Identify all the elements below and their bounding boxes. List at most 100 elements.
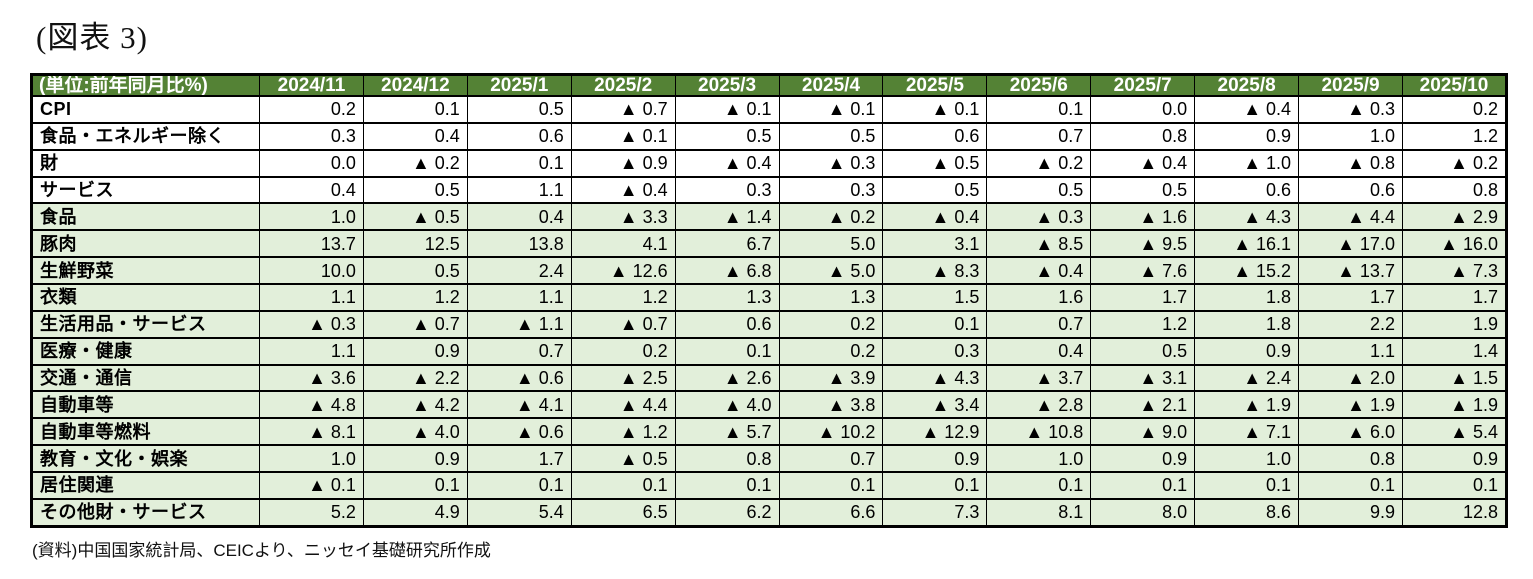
value-cell: 1.4 [1401, 336, 1508, 366]
value-cell: 0.7 [986, 309, 1092, 339]
value-cell: ▲ 0.3 [986, 202, 1092, 232]
value-cell: ▲ 4.3 [1194, 202, 1300, 232]
value-cell: 0.1 [1298, 471, 1403, 500]
month-header-cell: 2025/1 [466, 73, 572, 97]
value-cell: 1.7 [1298, 283, 1403, 312]
value-cell: 5.0 [778, 229, 884, 259]
value-cell: ▲ 1.9 [1194, 390, 1300, 420]
value-cell: 1.3 [778, 283, 884, 312]
value-cell: 0.9 [1194, 121, 1300, 151]
row-label-cell: 食品・エネルギー除く [31, 121, 260, 151]
table-row: 生鮮野菜 10.0 0.5 2.4 ▲ 12.6 ▲ 6.8 ▲ 5.0 ▲ 8.3 ▲ 0.4… [31, 256, 1508, 286]
value-cell: 4.1 [570, 229, 676, 259]
value-cell: 0.3 [674, 175, 780, 205]
value-cell: ▲ 0.1 [778, 95, 884, 124]
value-cell: 1.7 [466, 444, 572, 474]
value-cell: ▲ 0.1 [259, 471, 364, 500]
value-cell: 0.7 [986, 121, 1092, 151]
value-cell: 8.6 [1194, 497, 1300, 528]
month-header-cell: 2024/11 [259, 73, 364, 97]
value-cell: ▲ 4.0 [674, 390, 780, 420]
value-cell: ▲ 3.6 [259, 363, 364, 393]
value-cell: ▲ 3.9 [778, 363, 884, 393]
value-cell: 0.9 [1090, 444, 1196, 474]
value-cell: 0.1 [1401, 471, 1508, 500]
value-cell: 12.5 [362, 229, 468, 259]
table-row: CPI 0.2 0.1 0.5 ▲ 0.7 ▲ 0.1 ▲ 0.1 ▲ 0.1 0.1 0.0 ▲ … [31, 95, 1508, 124]
table-row: 医療・健康 1.1 0.9 0.7 0.2 0.1 0.2 0.3 0.4 0.5 0.9 1.1 1.… [31, 336, 1508, 366]
value-cell: 0.1 [570, 471, 676, 500]
value-cell: 2.2 [1298, 309, 1403, 339]
value-cell: 0.9 [362, 336, 468, 366]
value-cell: 1.7 [1090, 283, 1196, 312]
value-cell: 0.0 [259, 148, 364, 178]
value-cell: ▲ 0.4 [1194, 95, 1300, 124]
value-cell: 5.2 [259, 497, 364, 528]
month-header-cell: 2025/8 [1194, 73, 1300, 97]
value-cell: 0.5 [1090, 175, 1196, 205]
value-cell: 1.0 [1194, 444, 1300, 474]
value-cell: 1.2 [1090, 309, 1196, 339]
value-cell: ▲ 1.9 [1298, 390, 1403, 420]
value-cell: 6.2 [674, 497, 780, 528]
source-note: (資料)中国国家統計局、CEICより、ニッセイ基礎研究所作成 [32, 541, 491, 560]
value-cell: ▲ 0.3 [259, 309, 364, 339]
value-cell: ▲ 0.5 [362, 202, 468, 232]
row-label-cell: 財 [31, 148, 260, 178]
value-cell: ▲ 0.7 [570, 309, 676, 339]
value-cell: 8.0 [1090, 497, 1196, 528]
value-cell: 0.4 [986, 336, 1092, 366]
value-cell: 1.5 [882, 283, 988, 312]
value-cell: ▲ 0.1 [882, 95, 988, 124]
value-cell: 13.7 [259, 229, 364, 259]
table-row: 教育・文化・娯楽 1.0 0.9 1.7 ▲ 0.5 0.8 0.7 0.9 1.0 0.9 1.0… [31, 444, 1508, 474]
value-cell: ▲ 0.4 [1090, 148, 1196, 178]
value-cell: ▲ 12.9 [882, 417, 988, 447]
row-label-cell: その他財・サービス [31, 497, 260, 528]
value-cell: 0.2 [1401, 95, 1508, 124]
value-cell: ▲ 9.0 [1090, 417, 1196, 447]
value-cell: ▲ 16.1 [1194, 229, 1300, 259]
value-cell: 1.3 [674, 283, 780, 312]
value-cell: ▲ 5.4 [1401, 417, 1508, 447]
value-cell: 0.2 [778, 309, 884, 339]
value-cell: ▲ 0.6 [466, 363, 572, 393]
value-cell: 0.3 [259, 121, 364, 151]
value-cell: ▲ 4.2 [362, 390, 468, 420]
value-cell: ▲ 3.3 [570, 202, 676, 232]
value-cell: 0.1 [362, 471, 468, 500]
cpi-table: (単位:前年同月比%) 2024/11 2024/12 2025/1 2025/2 20… [30, 73, 1508, 528]
value-cell: 0.9 [1401, 444, 1508, 474]
value-cell: ▲ 0.8 [1298, 148, 1403, 178]
value-cell: ▲ 1.6 [1090, 202, 1196, 232]
value-cell: 0.9 [362, 444, 468, 474]
row-label-cell: 生鮮野菜 [31, 256, 260, 286]
row-label-cell: 生活用品・サービス [31, 309, 260, 339]
value-cell: ▲ 2.6 [674, 363, 780, 393]
value-cell: ▲ 10.8 [986, 417, 1092, 447]
value-cell: 9.9 [1298, 497, 1403, 528]
value-cell: ▲ 2.5 [570, 363, 676, 393]
value-cell: 0.5 [986, 175, 1092, 205]
value-cell: 0.1 [674, 471, 780, 500]
value-cell: 6.6 [778, 497, 884, 528]
value-cell: 0.9 [882, 444, 988, 474]
value-cell: 5.4 [466, 497, 572, 528]
value-cell: 1.1 [259, 283, 364, 312]
value-cell: 0.2 [778, 336, 884, 366]
table-row: 衣類 1.1 1.2 1.1 1.2 1.3 1.3 1.5 1.6 1.7 1.8 1.7 1.7 [31, 283, 1508, 312]
value-cell: 0.8 [674, 444, 780, 474]
value-cell: ▲ 1.0 [1194, 148, 1300, 178]
value-cell: ▲ 0.4 [986, 256, 1092, 286]
value-cell: ▲ 2.2 [362, 363, 468, 393]
value-cell: 0.5 [1090, 336, 1196, 366]
value-cell: 0.5 [362, 256, 468, 286]
value-cell: 1.0 [259, 202, 364, 232]
value-cell: 1.2 [570, 283, 676, 312]
value-cell: 0.4 [259, 175, 364, 205]
table-row: サービス 0.4 0.5 1.1 ▲ 0.4 0.3 0.3 0.5 0.5 0.5 0.6 0.6 0… [31, 175, 1508, 205]
value-cell: ▲ 3.1 [1090, 363, 1196, 393]
value-cell: 12.8 [1401, 497, 1508, 528]
value-cell: 0.2 [570, 336, 676, 366]
